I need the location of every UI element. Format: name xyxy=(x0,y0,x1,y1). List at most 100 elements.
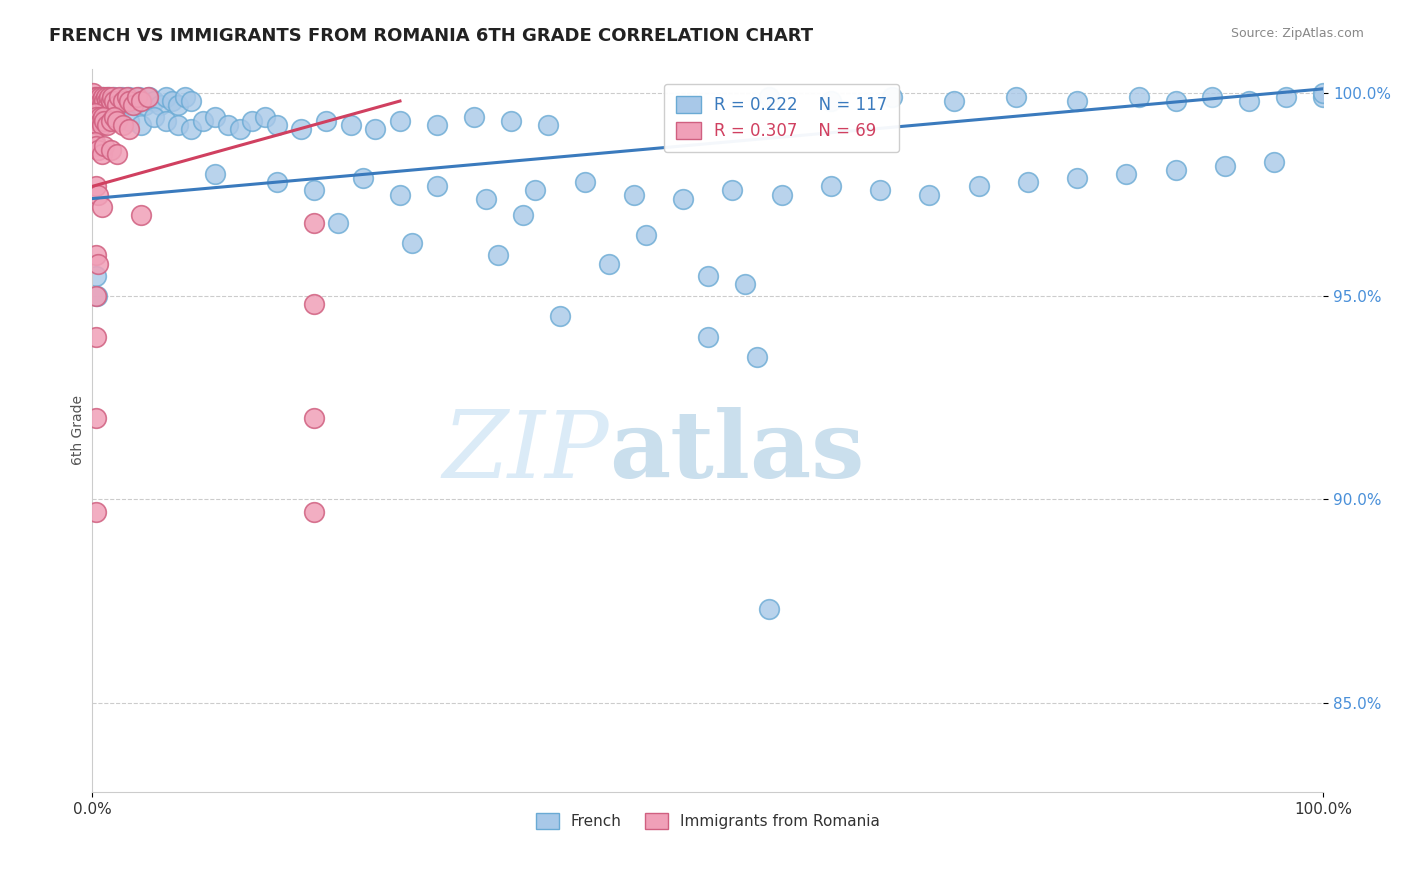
Point xyxy=(90,114,112,128)
Point xyxy=(108,90,131,104)
Text: Source: ZipAtlas.com: Source: ZipAtlas.com xyxy=(1230,27,1364,40)
Point xyxy=(882,90,904,104)
Point xyxy=(84,268,107,283)
Point xyxy=(84,110,107,124)
Point xyxy=(131,208,153,222)
Point xyxy=(266,119,288,133)
Point xyxy=(869,184,891,198)
Legend: French, Immigrants from Romania: French, Immigrants from Romania xyxy=(530,806,886,835)
Point xyxy=(180,94,202,108)
Point xyxy=(103,90,125,104)
Point xyxy=(512,208,534,222)
Point xyxy=(98,90,121,104)
Point xyxy=(100,94,122,108)
Point xyxy=(94,90,117,104)
Point xyxy=(290,122,312,136)
Point xyxy=(111,94,134,108)
Point xyxy=(105,114,128,128)
Point xyxy=(155,114,177,128)
Point xyxy=(672,192,695,206)
Point xyxy=(537,119,560,133)
Point xyxy=(83,106,105,120)
Point xyxy=(574,175,596,189)
Point xyxy=(820,179,842,194)
Point xyxy=(91,90,114,104)
Point xyxy=(918,187,941,202)
Point xyxy=(89,110,111,124)
Point xyxy=(426,179,449,194)
Point xyxy=(142,94,165,108)
Point xyxy=(83,90,105,104)
Point xyxy=(266,175,288,189)
Point xyxy=(94,98,117,112)
Point xyxy=(302,184,325,198)
Point xyxy=(1201,90,1223,104)
Point xyxy=(91,200,114,214)
Point xyxy=(118,90,141,104)
Point xyxy=(1066,171,1088,186)
Point xyxy=(1312,86,1334,100)
Point xyxy=(115,98,138,112)
Point xyxy=(87,187,110,202)
Point xyxy=(121,94,143,108)
Point xyxy=(121,98,143,112)
Text: ZIP: ZIP xyxy=(443,407,609,497)
Point xyxy=(87,94,110,108)
Point xyxy=(149,98,172,112)
Point xyxy=(696,268,718,283)
Point xyxy=(84,330,107,344)
Point xyxy=(364,122,387,136)
Point xyxy=(488,248,510,262)
Point xyxy=(100,114,122,128)
Point xyxy=(84,411,107,425)
Point xyxy=(84,289,107,303)
Point xyxy=(105,110,128,124)
Point xyxy=(1164,94,1187,108)
Point xyxy=(84,504,107,518)
Point xyxy=(1115,167,1137,181)
Point xyxy=(91,110,114,124)
Point xyxy=(217,119,239,133)
Point xyxy=(86,90,108,104)
Text: atlas: atlas xyxy=(609,407,865,497)
Point xyxy=(155,90,177,104)
Point xyxy=(91,146,114,161)
Point xyxy=(93,138,115,153)
Point xyxy=(388,114,411,128)
Point xyxy=(82,86,104,100)
Point xyxy=(524,184,547,198)
Point xyxy=(93,106,115,120)
Point xyxy=(83,90,105,104)
Point xyxy=(240,114,263,128)
Point xyxy=(93,114,115,128)
Point xyxy=(131,94,153,108)
Point xyxy=(101,102,124,116)
Point xyxy=(167,98,190,112)
Point xyxy=(339,119,361,133)
Point xyxy=(758,602,780,616)
Point xyxy=(758,90,780,104)
Point xyxy=(180,122,202,136)
Point xyxy=(623,187,645,202)
Point xyxy=(401,236,423,251)
Point xyxy=(100,94,122,108)
Point xyxy=(253,110,276,124)
Point xyxy=(112,94,135,108)
Point xyxy=(124,98,146,112)
Point xyxy=(91,98,114,112)
Point xyxy=(463,110,485,124)
Point xyxy=(820,94,842,108)
Point xyxy=(131,94,153,108)
Point xyxy=(302,504,325,518)
Point xyxy=(315,114,337,128)
Point xyxy=(96,94,118,108)
Point xyxy=(89,94,111,108)
Point xyxy=(426,119,449,133)
Point xyxy=(734,277,756,291)
Point xyxy=(93,94,115,108)
Point xyxy=(745,350,768,364)
Point xyxy=(1239,94,1261,108)
Point xyxy=(128,90,150,104)
Point xyxy=(1263,155,1285,169)
Point xyxy=(1213,159,1236,173)
